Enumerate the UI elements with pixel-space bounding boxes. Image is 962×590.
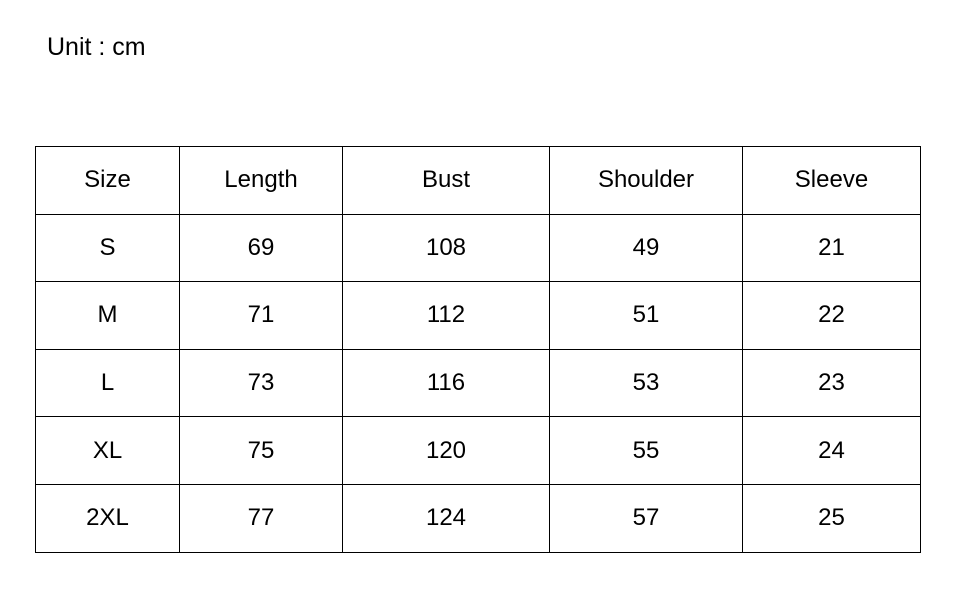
header-cell-bust: Bust xyxy=(342,146,550,215)
table-row: XL 75 120 55 24 xyxy=(35,416,921,485)
cell-sleeve: 24 xyxy=(742,416,921,485)
cell-size: XL xyxy=(35,416,180,485)
cell-size: 2XL xyxy=(35,483,180,553)
cell-bust: 116 xyxy=(342,348,550,418)
cell-bust: 108 xyxy=(342,213,550,283)
header-cell-size: Size xyxy=(35,146,180,215)
table-row: M 71 112 51 22 xyxy=(35,281,921,350)
cell-size: M xyxy=(35,281,180,350)
cell-length: 69 xyxy=(179,213,343,283)
cell-shoulder: 49 xyxy=(549,213,743,283)
cell-size: S xyxy=(35,213,180,283)
header-cell-length: Length xyxy=(179,146,343,215)
cell-length: 75 xyxy=(179,416,343,485)
cell-sleeve: 22 xyxy=(742,281,921,350)
cell-shoulder: 53 xyxy=(549,348,743,418)
table-row: L 73 116 53 23 xyxy=(35,348,921,418)
table-row: 2XL 77 124 57 25 xyxy=(35,483,921,553)
cell-sleeve: 23 xyxy=(742,348,921,418)
cell-shoulder: 57 xyxy=(549,483,743,553)
cell-shoulder: 55 xyxy=(549,416,743,485)
table-row: S 69 108 49 21 xyxy=(35,213,921,283)
cell-sleeve: 21 xyxy=(742,213,921,283)
cell-length: 71 xyxy=(179,281,343,350)
unit-label: Unit : cm xyxy=(47,33,146,61)
header-cell-shoulder: Shoulder xyxy=(549,146,743,215)
header-cell-sleeve: Sleeve xyxy=(742,146,921,215)
cell-bust: 124 xyxy=(342,483,550,553)
cell-shoulder: 51 xyxy=(549,281,743,350)
header-row: Size Length Bust Shoulder Sleeve xyxy=(35,146,921,215)
cell-bust: 120 xyxy=(342,416,550,485)
cell-sleeve: 25 xyxy=(742,483,921,553)
cell-length: 73 xyxy=(179,348,343,418)
cell-bust: 112 xyxy=(342,281,550,350)
cell-size: L xyxy=(35,348,180,418)
size-chart-table: Size Length Bust Shoulder Sleeve S 69 108 4… xyxy=(35,146,921,553)
cell-length: 77 xyxy=(179,483,343,553)
